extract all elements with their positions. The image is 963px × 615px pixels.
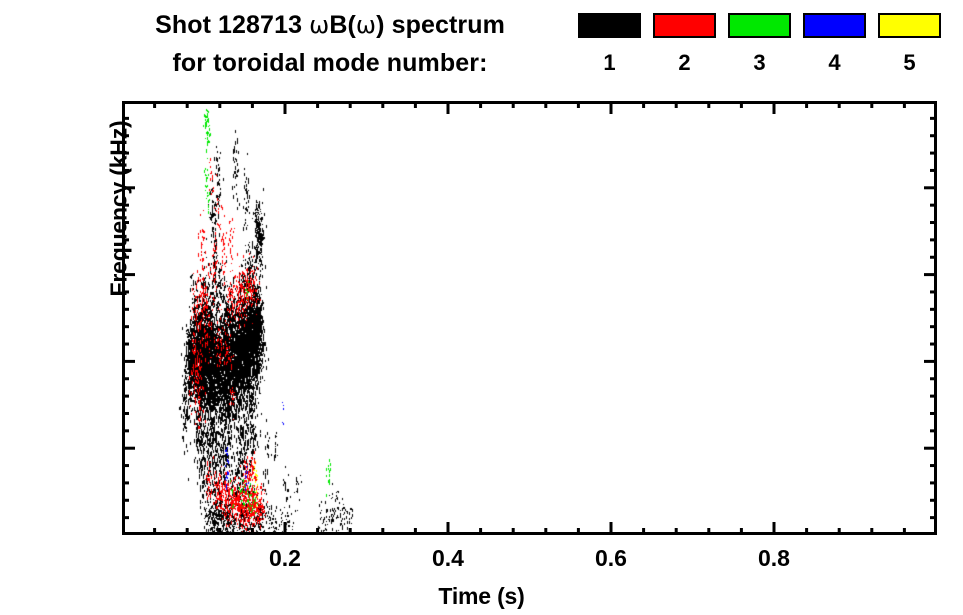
- chart-title: Shot 128713 ωB(ω) spectrum for toroidal …: [95, 6, 565, 82]
- legend-label-4: 4: [828, 50, 841, 75]
- omega-symbol-1: ω: [309, 11, 330, 39]
- legend-swatch-1: [578, 13, 641, 38]
- x-tick-label-0.8: 0.8: [758, 545, 790, 571]
- x-tick-label-0.6: 0.6: [595, 545, 627, 571]
- legend-swatch-5: [878, 13, 941, 38]
- omega-symbol-2: ω: [355, 11, 377, 39]
- chart-title-suffix: ) spectrum: [376, 11, 505, 39]
- legend-label-row: 1 2 3 4 5: [578, 49, 941, 77]
- legend-swatch-row: [578, 13, 941, 38]
- chart-title-prefix: Shot 128713: [155, 11, 310, 39]
- legend-label-1: 1: [603, 50, 616, 75]
- plot-area: [122, 101, 937, 535]
- chart-title-line-1: Shot 128713 ωB(ω) spectrum: [95, 6, 565, 44]
- legend-swatch-4: [803, 13, 866, 38]
- x-tick-label-0.2: 0.2: [269, 545, 301, 571]
- legend-swatch-3: [728, 13, 791, 38]
- legend-label-2: 2: [678, 50, 691, 75]
- spectrogram-data-canvas: [122, 101, 937, 535]
- x-axis-label: Time (s): [438, 583, 525, 609]
- legend-label-5: 5: [903, 50, 916, 75]
- legend: 1 2 3 4 5: [578, 13, 956, 85]
- chart-title-line-2: for toroidal mode number:: [172, 49, 488, 77]
- x-tick-label-0.4: 0.4: [432, 545, 464, 571]
- chart-title-mid: B(: [329, 11, 356, 39]
- legend-swatch-2: [653, 13, 716, 38]
- legend-label-3: 3: [753, 50, 766, 75]
